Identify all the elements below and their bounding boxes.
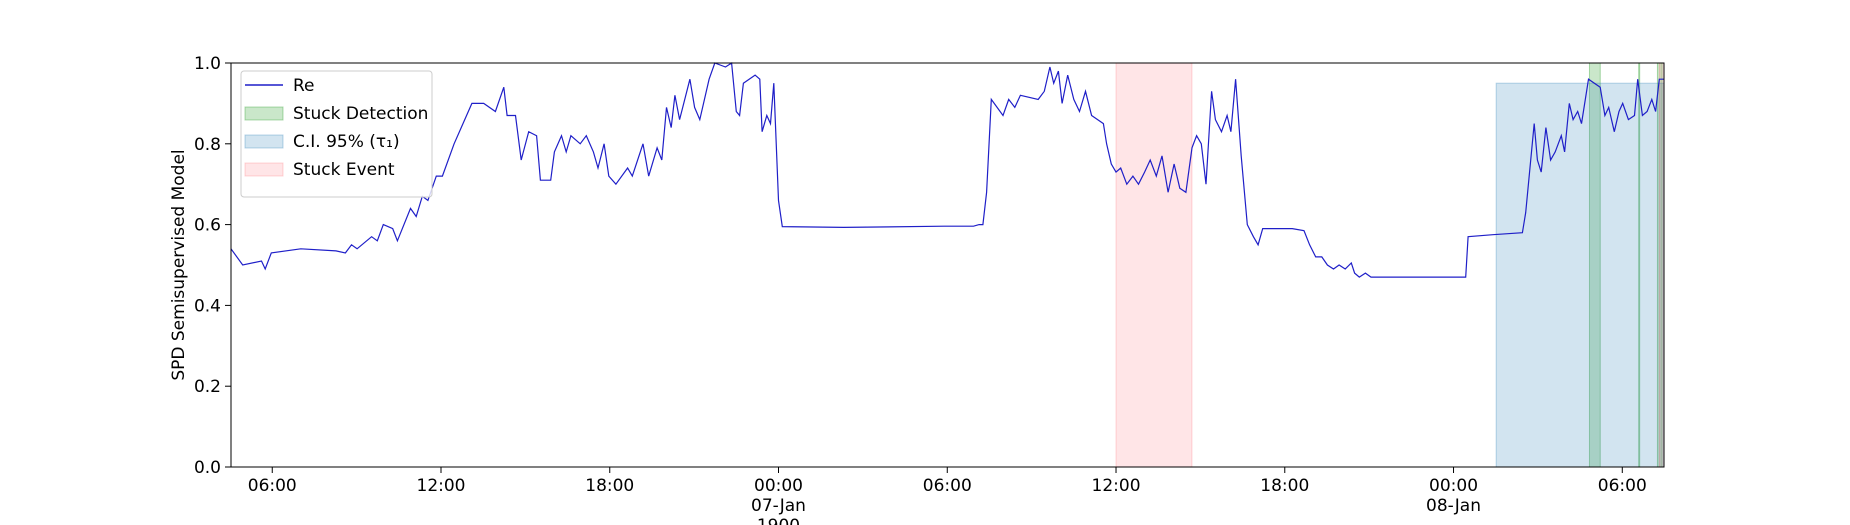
y-tick-label: 0.4 (194, 296, 221, 316)
legend-label: Stuck Detection (293, 104, 428, 124)
legend-patch (244, 162, 284, 177)
span (1658, 62, 1665, 468)
y-tick-label: 0.8 (194, 135, 221, 155)
span (1115, 62, 1193, 468)
y-tick-label: 1.0 (194, 54, 221, 74)
y-tick-label: 0.6 (194, 216, 221, 236)
x-tick-label: 06:00 (1597, 476, 1647, 496)
x-tick-label: 18:00 (1260, 476, 1310, 496)
plot-frame (230, 62, 1665, 468)
legend-label: C.I. 95% (τ₁) (293, 132, 400, 152)
y-axis-label: SPD Semisupervised Model (169, 149, 189, 380)
legend-label: Stuck Event (293, 160, 395, 180)
x-tick-label: 00:00 08-Jan (1426, 476, 1481, 516)
line (230, 61, 1664, 278)
legend-label: Re (293, 76, 315, 96)
y-tick-label: 0.2 (194, 377, 221, 397)
x-tick-label: 06:00 (247, 476, 297, 496)
x-tick-label: 00:00 07-Jan 1900 (751, 476, 806, 525)
y-tick-label: 0.0 (194, 458, 221, 478)
x-tick-label: 18:00 (585, 476, 635, 496)
legend: Re Stuck Detection C.I. 95% (τ₁) Stuck Even… (240, 70, 433, 198)
legend-box (240, 70, 433, 198)
x-tick-label: 12:00 (1091, 476, 1141, 496)
legend-patch (244, 134, 284, 149)
x-tick-label: 12:00 (416, 476, 466, 496)
legend-patch (244, 106, 284, 121)
span (1495, 82, 1665, 468)
x-tick-label: 06:00 (922, 476, 972, 496)
